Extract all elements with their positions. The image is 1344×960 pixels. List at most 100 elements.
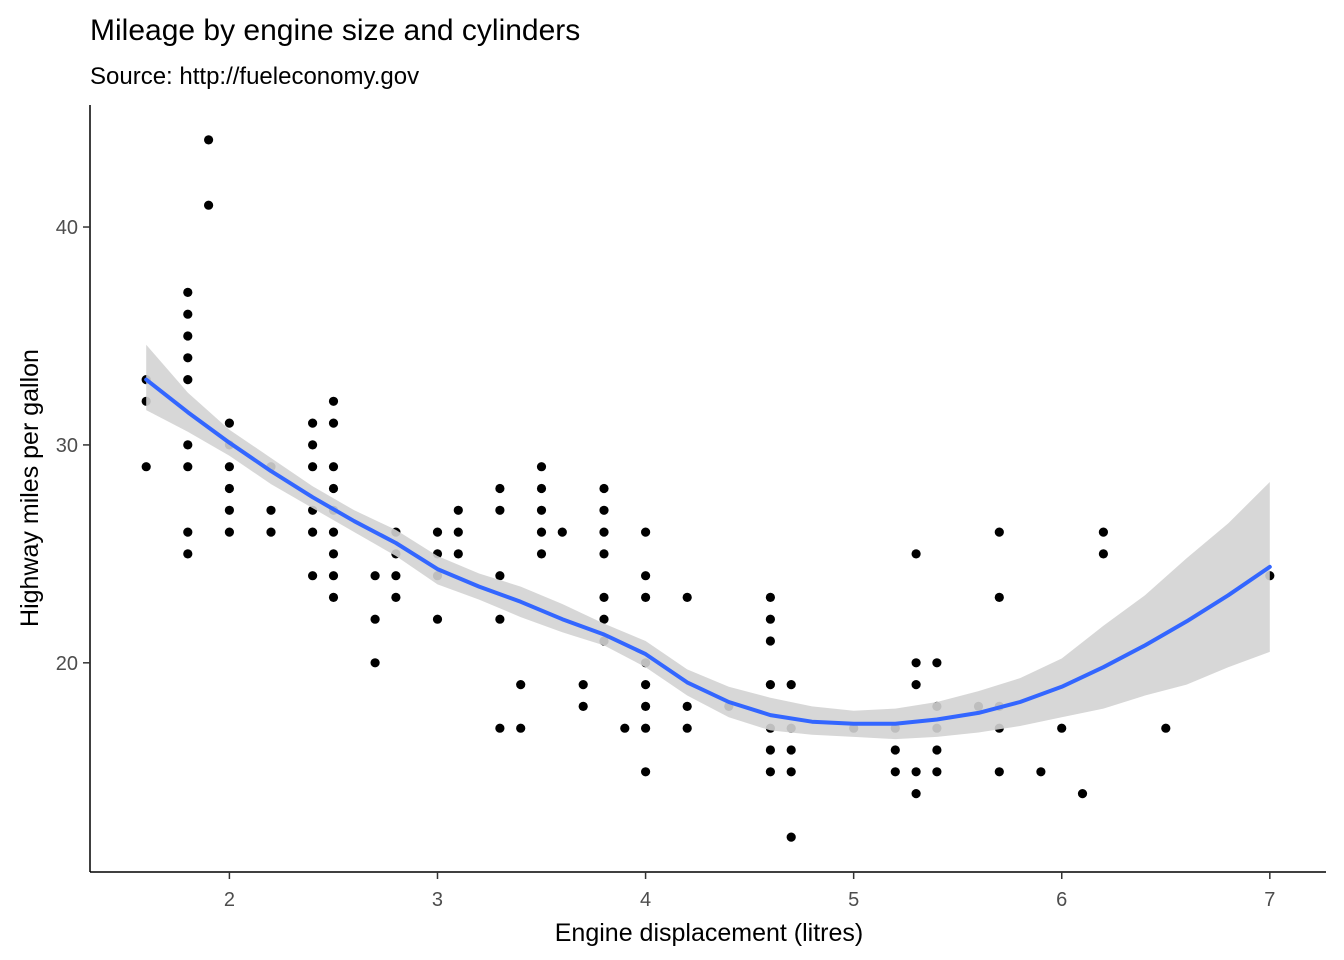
x-tick-label: 5 xyxy=(848,889,859,911)
data-point xyxy=(453,549,463,559)
data-point xyxy=(536,527,547,537)
data-point xyxy=(453,505,463,515)
data-point xyxy=(578,701,588,712)
y-tick-label: 40 xyxy=(56,217,78,239)
data-point xyxy=(1161,723,1171,733)
data-point xyxy=(599,549,609,559)
data-point xyxy=(682,592,692,603)
data-point xyxy=(453,527,463,537)
data-point xyxy=(890,767,900,777)
data-point xyxy=(599,592,609,603)
data-point xyxy=(224,483,234,494)
data-point xyxy=(495,571,505,581)
data-point xyxy=(328,549,339,559)
data-point xyxy=(183,462,193,472)
data-point xyxy=(911,789,921,799)
data-point xyxy=(183,309,193,319)
data-point xyxy=(890,745,900,755)
data-point xyxy=(224,462,234,472)
smooth-line xyxy=(144,377,1272,726)
data-point xyxy=(370,571,380,581)
data-point xyxy=(557,527,567,537)
data-point xyxy=(994,527,1004,537)
data-point xyxy=(765,767,776,777)
data-point xyxy=(786,745,796,755)
data-point xyxy=(620,723,630,733)
x-tick-label: 4 xyxy=(640,889,651,911)
data-point xyxy=(1098,527,1108,537)
data-point xyxy=(328,483,339,494)
data-point xyxy=(183,527,193,537)
chart-title: Mileage by engine size and cylinders xyxy=(90,14,580,47)
data-point xyxy=(786,680,796,690)
data-point xyxy=(495,723,505,733)
x-tick-label: 2 xyxy=(224,889,235,911)
data-point xyxy=(328,571,339,581)
data-point xyxy=(183,331,193,341)
data-point xyxy=(599,527,609,537)
data-point xyxy=(308,418,318,428)
data-point xyxy=(599,483,609,494)
data-point xyxy=(183,353,193,363)
data-point xyxy=(328,396,339,406)
data-point xyxy=(516,723,526,733)
data-point xyxy=(932,745,942,755)
data-point xyxy=(682,701,692,712)
data-point xyxy=(1077,789,1088,799)
data-point xyxy=(308,527,318,537)
data-point xyxy=(183,287,193,297)
data-point xyxy=(682,723,692,733)
plot-area: 2 3 4 5 6 7 20 30 40 xyxy=(56,105,1326,911)
data-point xyxy=(641,571,651,581)
data-point xyxy=(495,505,505,515)
data-point xyxy=(578,680,588,690)
data-point xyxy=(266,505,276,515)
data-point xyxy=(911,680,921,690)
data-point xyxy=(911,549,921,559)
data-point xyxy=(204,200,214,210)
data-point xyxy=(599,505,609,515)
data-point xyxy=(1098,549,1108,559)
data-point xyxy=(765,614,776,624)
data-point xyxy=(224,505,234,515)
data-point xyxy=(224,418,234,428)
data-point xyxy=(765,680,776,690)
y-tick-label: 20 xyxy=(56,653,78,675)
data-point xyxy=(932,767,942,777)
x-tick-label: 6 xyxy=(1056,889,1067,911)
data-point xyxy=(328,527,339,537)
y-axis-title: Highway miles per gallon xyxy=(16,349,44,627)
data-point xyxy=(432,527,443,537)
data-point xyxy=(599,614,609,624)
data-point xyxy=(1057,723,1067,733)
data-point xyxy=(224,527,234,537)
data-point xyxy=(536,549,547,559)
data-point xyxy=(391,571,401,581)
data-point xyxy=(141,462,151,472)
confidence-band xyxy=(146,344,1270,740)
data-point xyxy=(765,592,776,603)
chart-subtitle: Source: http://fueleconomy.gov xyxy=(90,63,419,90)
data-point xyxy=(994,592,1004,603)
data-point xyxy=(641,767,651,777)
data-point xyxy=(308,440,318,450)
data-point xyxy=(328,418,339,428)
data-point xyxy=(994,767,1004,777)
data-point xyxy=(536,483,547,494)
data-point xyxy=(328,462,339,472)
x-tick-label: 3 xyxy=(432,889,443,911)
x-axis-title: Engine displacement (litres) xyxy=(555,919,863,947)
data-point xyxy=(183,440,193,450)
data-point xyxy=(641,592,651,603)
data-point xyxy=(183,549,193,559)
data-point xyxy=(641,680,651,690)
data-point xyxy=(911,767,921,777)
data-point xyxy=(370,658,380,668)
data-point xyxy=(911,658,921,668)
data-point xyxy=(641,701,651,712)
data-point xyxy=(370,614,380,624)
data-point xyxy=(1036,767,1046,777)
data-point xyxy=(266,527,276,537)
data-point xyxy=(308,571,318,581)
